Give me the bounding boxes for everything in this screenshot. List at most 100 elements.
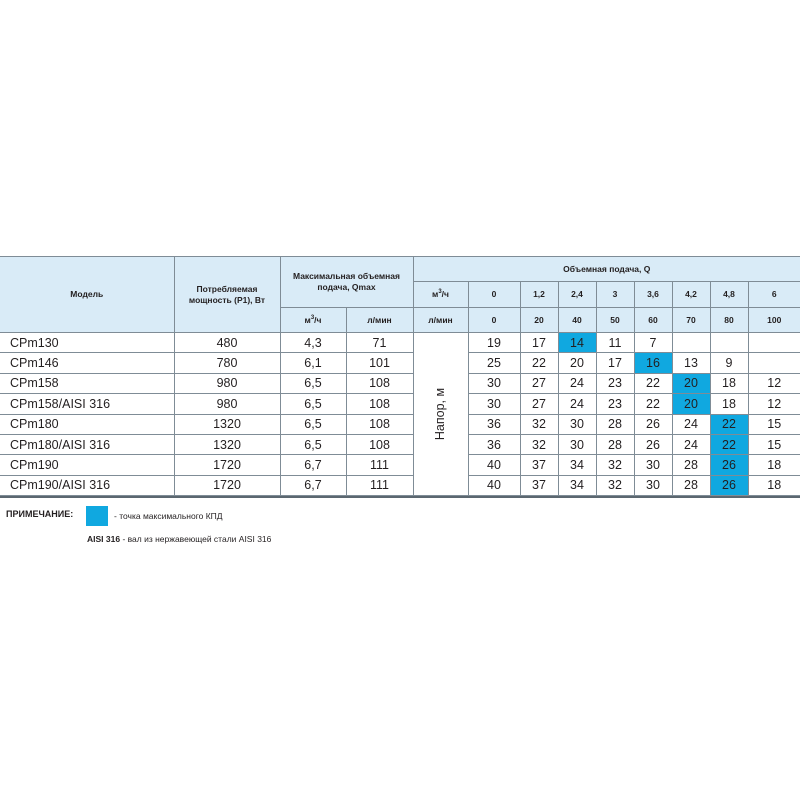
flow-lmin-3: 50 xyxy=(596,307,635,333)
head-value-cell xyxy=(672,332,711,354)
head-value-cell: 32 xyxy=(520,414,559,435)
model-cell: СРm146 xyxy=(0,352,175,374)
head-value-cell: 40 xyxy=(468,475,521,497)
flow-m3h-3: 3 xyxy=(596,281,635,308)
head-value-cell: 24 xyxy=(672,434,711,456)
flow-lmin-0: 0 xyxy=(468,307,521,333)
power-cell: 1720 xyxy=(174,475,281,497)
head-value-cell: 9 xyxy=(710,352,749,374)
model-cell: СРm130 xyxy=(0,332,175,354)
head-value-cell: 36 xyxy=(468,414,521,435)
head-value-cell xyxy=(748,352,800,374)
aisi-note-text: - вал из нержавеющей стали AISI 316 xyxy=(120,534,272,544)
head-value-cell: 22 xyxy=(634,373,673,395)
qmax-lmin-cell: 108 xyxy=(346,434,414,456)
head-value-cell: 18 xyxy=(710,373,749,395)
head-value-cell: 20 xyxy=(558,352,597,374)
head-value-cell: 37 xyxy=(520,454,559,476)
table-row: СРm180 1320 6,5 108 36 32 30 28 26 24 22 15 xyxy=(0,414,800,435)
head-value-cell: 30 xyxy=(634,454,673,476)
efficiency-legend-swatch xyxy=(86,506,108,526)
head-value-cell: 12 xyxy=(748,373,800,395)
table-row: СРm190/AISI 316 1720 6,7 111 40 37 34 32 30 28 26 1… xyxy=(0,475,800,497)
qmax-lmin-cell: 108 xyxy=(346,373,414,395)
head-value-cell: 22 xyxy=(710,434,749,456)
flow-lmin-7: 100 xyxy=(748,307,800,333)
head-value-cell: 7 xyxy=(634,332,673,354)
flow-lmin-6: 80 xyxy=(710,307,749,333)
qmax-m3h-cell: 6,7 xyxy=(280,454,347,476)
head-value-cell: 17 xyxy=(520,332,559,354)
table-bottom-rule xyxy=(0,496,800,498)
head-value-cell: 13 xyxy=(672,352,711,374)
head-value-cell: 23 xyxy=(596,373,635,395)
flow-lmin-1: 20 xyxy=(520,307,559,333)
model-cell: СРm180/AISI 316 xyxy=(0,434,175,456)
head-value-cell: 11 xyxy=(596,332,635,354)
flow-lmin-2: 40 xyxy=(558,307,597,333)
model-cell: СРm180 xyxy=(0,414,175,435)
head-value-cell: 19 xyxy=(468,332,521,354)
model-cell: СРm190 xyxy=(0,454,175,476)
head-value-cell: 26 xyxy=(634,434,673,456)
table-row: СРm190 1720 6,7 111 40 37 34 32 30 28 26 18 xyxy=(0,454,800,476)
aisi-note: AISI 316 - вал из нержавеющей стали AISI… xyxy=(87,534,271,544)
qmax-lmin-cell: 111 xyxy=(346,475,414,497)
head-label: Напор, м xyxy=(433,387,448,441)
note-label: ПРИМЕЧАНИЕ: xyxy=(6,509,74,519)
flow-m3h-2: 2,4 xyxy=(558,281,597,308)
flow-m3h-0: 0 xyxy=(468,281,521,308)
head-value-cell: 32 xyxy=(520,434,559,456)
head-value-cell: 23 xyxy=(596,393,635,415)
head-value-cell: 36 xyxy=(468,434,521,456)
head-value-cell: 18 xyxy=(710,393,749,415)
qmax-m3h-cell: 6,5 xyxy=(280,414,347,435)
head-value-cell: 17 xyxy=(596,352,635,374)
power-cell: 1320 xyxy=(174,414,281,435)
qmax-lmin-cell: 101 xyxy=(346,352,414,374)
head-value-cell: 30 xyxy=(558,434,597,456)
head-value-cell: 30 xyxy=(468,373,521,395)
qmax-m3h-cell: 4,3 xyxy=(280,332,347,354)
head-value-cell: 18 xyxy=(748,454,800,476)
head-value-cell: 40 xyxy=(468,454,521,476)
table-row: СРm158/AISI 316 980 6,5 108 30 27 24 23 22 20 18 12 xyxy=(0,393,800,415)
qmax-lmin-cell: 71 xyxy=(346,332,414,354)
pump-spec-table: Модель Потребляемая мощность (Р1), Вт Ма… xyxy=(0,256,800,497)
head-value-cell: 22 xyxy=(520,352,559,374)
head-value-cell: 24 xyxy=(558,373,597,395)
qmax-lmin-cell: 108 xyxy=(346,414,414,435)
head-value-cell: 24 xyxy=(558,393,597,415)
power-cell: 1320 xyxy=(174,434,281,456)
head-value-cell: 15 xyxy=(748,414,800,435)
qmax-lmin-cell: 108 xyxy=(346,393,414,415)
qmax-lmin-cell: 111 xyxy=(346,454,414,476)
qmax-m3h-cell: 6,1 xyxy=(280,352,347,374)
table-row: СРm146 780 6,1 101 25 22 20 17 16 13 9 xyxy=(0,352,800,374)
model-cell: СРm158/AISI 316 xyxy=(0,393,175,415)
head-value-cell: 32 xyxy=(596,475,635,497)
head-value-cell: 22 xyxy=(634,393,673,415)
head-label-cell: Напор, м xyxy=(413,332,469,497)
head-value-cell: 34 xyxy=(558,475,597,497)
head-value-cell: 15 xyxy=(748,434,800,456)
head-value-cell: 26 xyxy=(710,475,749,497)
table-body: СРm130 480 4,3 71 Напор, м 19 17 14 11 7 СРm146 780… xyxy=(0,332,800,497)
power-cell: 980 xyxy=(174,373,281,395)
head-value-cell: 27 xyxy=(520,393,559,415)
header-model: Модель xyxy=(0,256,175,333)
power-cell: 1720 xyxy=(174,454,281,476)
table-row: СРm130 480 4,3 71 Напор, м 19 17 14 11 7 xyxy=(0,332,800,497)
head-value-cell: 25 xyxy=(468,352,521,374)
aisi-note-bold: AISI 316 xyxy=(87,534,121,544)
head-value-cell: 16 xyxy=(634,352,673,374)
header-flow: Объемная подача, Q xyxy=(413,256,800,282)
head-value-cell: 12 xyxy=(748,393,800,415)
head-value-cell: 30 xyxy=(558,414,597,435)
power-cell: 480 xyxy=(174,332,281,354)
head-value-cell: 28 xyxy=(596,434,635,456)
flow-lmin-5: 70 xyxy=(672,307,711,333)
table-row: СРm158 980 6,5 108 30 27 24 23 22 20 18 12 xyxy=(0,373,800,395)
flow-lmin-4: 60 xyxy=(634,307,673,333)
table-row: СРm180/AISI 316 1320 6,5 108 36 32 30 28 26 24 22 1… xyxy=(0,434,800,456)
